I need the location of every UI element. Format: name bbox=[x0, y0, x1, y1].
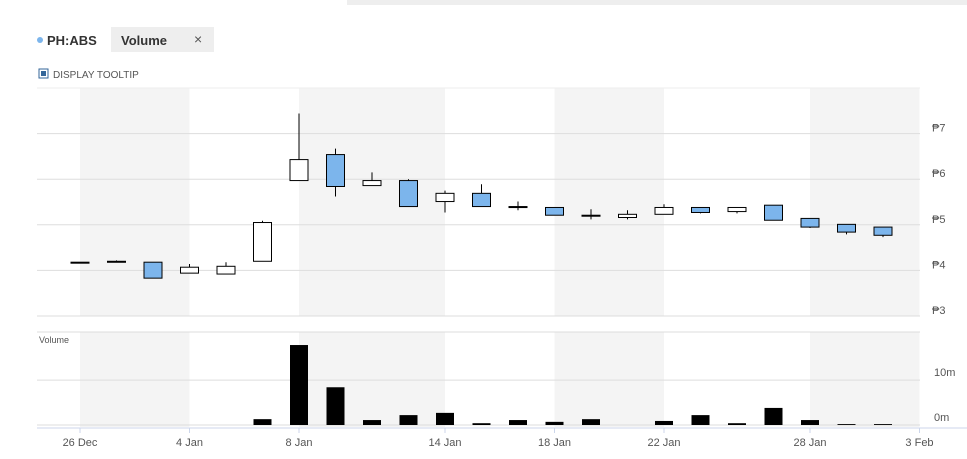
band bbox=[554, 88, 664, 316]
volume-bar bbox=[582, 419, 600, 425]
candle-body bbox=[107, 260, 126, 263]
y-tick-label: ₱6 bbox=[932, 168, 945, 180]
tab-label[interactable]: Volume bbox=[121, 33, 167, 48]
volume-bar bbox=[472, 423, 491, 425]
x-tick-label: 14 Jan bbox=[428, 437, 461, 449]
candle-body bbox=[70, 261, 90, 264]
volume-title: Volume bbox=[39, 335, 69, 345]
volume-bar bbox=[691, 415, 710, 425]
volume-bar bbox=[655, 420, 673, 425]
band bbox=[80, 88, 190, 316]
volume-bar bbox=[399, 415, 418, 425]
volume-bar bbox=[436, 412, 454, 425]
candle-body bbox=[727, 206, 747, 213]
candle-body bbox=[764, 204, 783, 221]
y-tick-label: ₱7 bbox=[932, 123, 945, 135]
volume-bar bbox=[728, 423, 746, 425]
checkbox-fill bbox=[41, 71, 46, 76]
candle-body bbox=[545, 206, 564, 216]
candle-body bbox=[800, 217, 820, 228]
candle-body bbox=[143, 261, 163, 279]
x-tick-label: 18 Jan bbox=[538, 437, 571, 449]
candle-body bbox=[691, 206, 710, 213]
volume-bar bbox=[326, 387, 345, 425]
volume-bar bbox=[837, 424, 856, 425]
candle-body bbox=[362, 180, 382, 187]
x-tick-label: 4 Jan bbox=[176, 437, 203, 449]
band bbox=[80, 332, 190, 427]
band bbox=[810, 332, 920, 427]
candle-body bbox=[326, 154, 345, 187]
volume-bar bbox=[874, 424, 892, 425]
top-bar bbox=[347, 0, 967, 5]
candle-body bbox=[180, 266, 199, 274]
band bbox=[554, 332, 664, 427]
y-tick-label: 10m bbox=[934, 367, 955, 379]
candle-body bbox=[216, 265, 236, 275]
band bbox=[810, 88, 920, 316]
candle-body bbox=[508, 206, 528, 209]
x-tick-label: 22 Jan bbox=[647, 437, 680, 449]
candle-body bbox=[837, 223, 856, 233]
candle-body bbox=[581, 214, 601, 217]
band bbox=[299, 332, 445, 427]
volume-bar bbox=[509, 420, 527, 425]
candle-body bbox=[873, 226, 893, 236]
y-tick-label: ₱5 bbox=[932, 214, 945, 226]
x-tick-label: 26 Dec bbox=[63, 437, 98, 449]
y-tick-label: ₱4 bbox=[932, 259, 945, 271]
symbol: PH:ABS bbox=[47, 33, 97, 48]
tab[interactable] bbox=[111, 27, 214, 52]
close-button[interactable]: × bbox=[194, 31, 202, 47]
volume-bar bbox=[363, 420, 381, 425]
candle-body bbox=[435, 192, 455, 203]
volume-bar bbox=[253, 419, 272, 425]
x-tick-label: 28 Jan bbox=[793, 437, 826, 449]
y-tick-label: ₱3 bbox=[932, 305, 945, 317]
volume-bar bbox=[545, 421, 564, 425]
candle-body bbox=[253, 222, 272, 262]
candle-body bbox=[399, 180, 418, 208]
candle-body bbox=[654, 206, 674, 215]
y-tick-label: 0m bbox=[934, 412, 949, 424]
volume-bar bbox=[764, 407, 783, 425]
series-dot bbox=[37, 37, 43, 43]
candle-body bbox=[472, 192, 491, 208]
candle-body bbox=[289, 159, 309, 182]
x-tick-label: 8 Jan bbox=[286, 437, 313, 449]
candle-body bbox=[618, 213, 637, 219]
band bbox=[299, 88, 445, 316]
volume-bar bbox=[801, 420, 819, 425]
x-tick-label: 3 Feb bbox=[905, 437, 933, 449]
volume-bar bbox=[290, 345, 308, 425]
tooltip-toggle[interactable]: DISPLAY TOOLTIP bbox=[53, 70, 139, 81]
